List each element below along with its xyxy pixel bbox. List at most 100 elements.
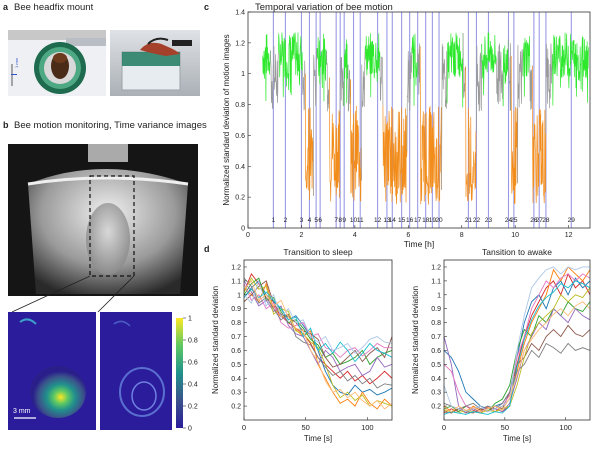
transition-awake-title: Tansition to awake [482,247,552,257]
event-marker-label: 26 [530,217,538,224]
y-tick-label: 0.3 [431,390,441,397]
motion-trace-sleep [510,56,518,205]
y-tick-label: 0.9 [431,306,441,313]
y-tick-label: 1.1 [231,278,241,285]
x-tick-label: 100 [361,423,374,432]
x-tick-label: 0 [246,232,250,239]
motion-trace-awake [262,34,271,102]
y-tick-label: 0.4 [231,376,241,383]
event-marker-label: 14 [389,217,397,224]
motion-trace-sleep [382,105,408,205]
motion-trace-awake [411,33,418,106]
motion-trace-transition [462,32,466,98]
x-axis-label: Time [s] [503,434,531,443]
event-marker-label: 2 [284,217,288,224]
event-marker-label: 27 [536,217,544,224]
motion-trace-transition [417,43,421,95]
event-marker-label: 16 [406,217,414,224]
event-marker-label: 1 [272,217,276,224]
motion-trace-transition [441,43,448,190]
variance-heatmap-awake [8,312,96,430]
headfix-side-photo [110,30,200,96]
event-marker-label: 19 [429,217,437,224]
transition-awake-series [443,273,591,413]
colorbar-tick-label: 0.8 [188,338,198,345]
transition-sleep-series [243,288,393,363]
event-marker-label: 15 [398,217,406,224]
event-marker-label: 9 [342,217,346,224]
event-marker-label: 28 [542,217,550,224]
time-variance-image-sleep [100,312,172,430]
y-tick-label: 1 [437,292,441,299]
motion-trace-awake [446,32,464,108]
transition-awake-series [443,301,591,413]
y-axis-label: Normalized standard deviation [211,286,220,394]
colorbar-tick-label: 1 [188,316,192,323]
event-marker-label: 13 [383,217,391,224]
event-marker-label: 5 [314,217,318,224]
y-tick-label: 0 [241,226,245,233]
event-marker-label: 8 [338,217,342,224]
motion-trace-transition [270,45,279,110]
event-marker-label: 11 [357,217,364,224]
motion-trace-transition [475,43,483,133]
panel-d-letter: d [204,244,210,254]
y-tick-label: 0.5 [431,362,441,369]
event-marker-label: 3 [300,217,304,224]
y-tick-label: 1.1 [431,278,441,285]
motion-trace-sleep [419,46,442,205]
y-tick-label: 0.2 [231,404,241,411]
bee-camera-image [8,144,198,296]
motion-trace-transition [545,43,553,134]
y-tick-label: 0.2 [431,404,441,411]
x-axis-label: Time [s] [304,434,332,443]
motion-trace-transition [326,50,330,112]
x-tick-label: 10 [511,232,519,239]
event-marker-label: 20 [435,217,443,224]
event-marker-label: 10 [350,217,358,224]
event-marker-label: 12 [374,217,382,224]
y-tick-label: 0.8 [231,320,241,327]
motion-trace-awake [502,39,509,107]
y-tick-label: 0.4 [235,164,245,171]
transition-sleep-series [243,283,392,359]
event-marker-label: 4 [308,217,312,224]
transition-sleep-frame [243,259,393,421]
motion-trace-transition [517,44,524,184]
event-marker-label: 18 [422,217,430,224]
x-tick-label: 8 [460,232,464,239]
event-marker-label: 29 [568,217,576,224]
y-axis-label: Normalized standard deviation [411,286,420,394]
panel-c-title: Temporal variation of bee motion [255,2,393,13]
x-tick-label: 6 [406,232,410,239]
y-tick-label: 1.2 [431,264,441,271]
transition-sleep-series [243,277,393,407]
timeline-plot-frame [247,11,591,229]
motion-trace-transition [507,39,512,111]
colorbar-tick-label: 0.4 [188,382,198,389]
motion-trace-transition [496,43,504,107]
transition-sleep-series [243,279,393,354]
transition-sleep-series [243,277,393,389]
motion-trace-transition [406,47,413,151]
motion-trace-transition [379,56,384,106]
motion-trace-sleep [329,77,341,202]
x-tick-label: 50 [301,423,309,432]
y-tick-label: 1.2 [231,264,241,271]
colorbar-gradient [176,318,183,428]
transition-awake-series [443,342,591,410]
time-variance-image-awake: 3 mm [8,312,96,430]
motion-trace-sleep [350,79,362,202]
panel-c-letter: c [204,2,210,12]
x-tick-label: 12 [565,232,573,239]
event-marker-label: 25 [510,217,518,224]
motion-trace-awake [552,32,589,106]
motion-trace-awake [481,32,497,95]
panel-b-scale-label: 3 mm [13,408,31,415]
panel-b-title: Bee motion monitoring, Time variance ima… [14,120,207,131]
y-tick-label: 0.2 [235,195,245,202]
variance-heatmap-sleep [100,312,172,430]
event-marker-label: 23 [485,217,493,224]
